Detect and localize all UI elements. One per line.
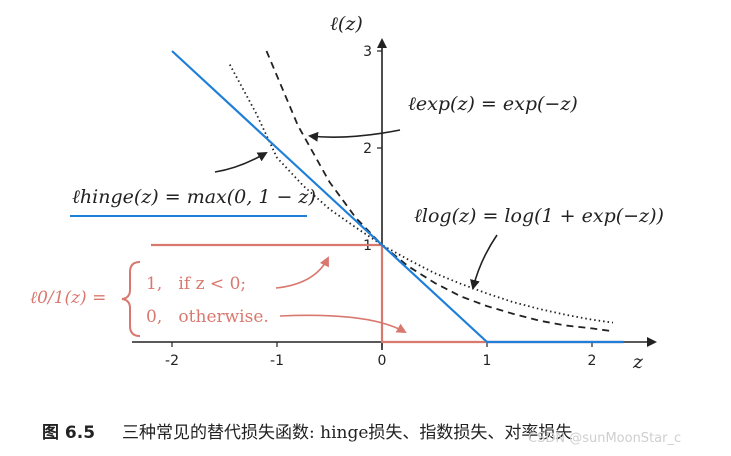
figure-caption: 三种常见的替代损失函数: hinge损失、指数损失、对率损失 (122, 423, 572, 443)
log-arrow (470, 234, 498, 290)
x-tick-label: -2 (165, 353, 179, 369)
zero-one-label: ℓ0/1(z) = (30, 288, 106, 308)
x-tick-label: 0 (378, 353, 387, 369)
figure-number: 图 6.5 (42, 423, 95, 443)
log-label: ℓlog(z) = log(1 + exp(−z)) (414, 205, 664, 227)
zero-one-case-1: 1, if z < 0; (146, 274, 246, 294)
series-exp-line (265, 50, 614, 333)
y-ticks: 123 (363, 44, 382, 254)
x-tick-label: 2 (588, 353, 597, 369)
zero-one-case-2: 0, otherwise. (146, 307, 269, 327)
hinge-arrow (214, 152, 268, 173)
x-axis-label: z (632, 351, 644, 373)
zero-one-arrow-bottom (279, 314, 407, 333)
y-axis-label: ℓ(z) (330, 13, 363, 35)
y-tick-label: 2 (363, 141, 372, 157)
x-ticks: -2 -1 0 1 2 (165, 342, 596, 369)
series-hinge-line (171, 50, 624, 344)
zero-one-brace (121, 261, 141, 337)
watermark: CSDN @sunMoonStar_c (528, 431, 681, 446)
y-tick-label: 3 (363, 44, 372, 60)
x-tick-label: -1 (270, 353, 284, 369)
exp-arrow (308, 129, 401, 142)
zero-one-arrow-top (275, 256, 329, 289)
x-tick-label: 1 (483, 353, 492, 369)
exp-label: ℓexp(z) = exp(−z) (408, 93, 578, 115)
series-layer (151, 50, 624, 344)
hinge-label: ℓhinge(z) = max(0, 1 − z) (72, 186, 316, 208)
